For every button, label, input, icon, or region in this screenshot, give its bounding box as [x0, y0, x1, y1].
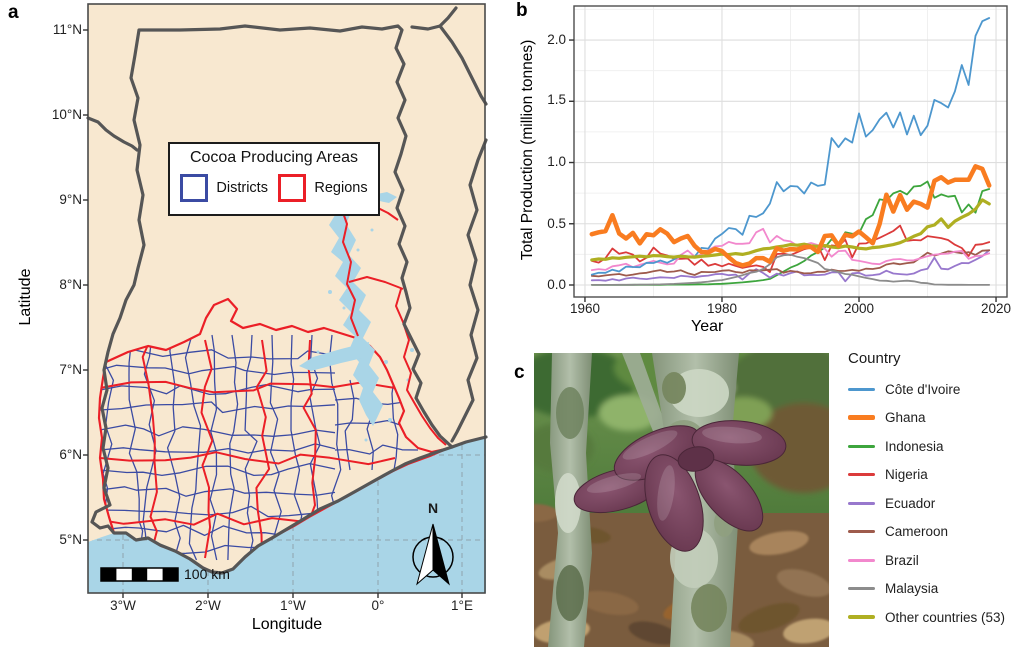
- map-ytick-5N: 5°N: [59, 532, 82, 547]
- regions-swatch: [278, 174, 307, 202]
- indonesia-swatch: [848, 444, 875, 448]
- map-xtick-3W: 3°W: [110, 598, 136, 613]
- panel-a-label: a: [8, 2, 19, 23]
- scale-bar: [100, 567, 179, 582]
- brazil-swatch: [848, 558, 875, 562]
- legend-label: Ecuador: [885, 495, 936, 511]
- regions-label: Regions: [314, 180, 368, 196]
- chart-legend-title: Country: [848, 350, 901, 367]
- districts-swatch: [180, 174, 209, 202]
- map-xtick-1E: 1°E: [451, 598, 473, 613]
- map-legend-title: Cocoa Producing Areas: [189, 149, 359, 166]
- scale-bar-label: 100 km: [184, 566, 230, 582]
- map-xtick-1W: 1°W: [280, 598, 306, 613]
- legend-item-cameroon: Cameroon: [848, 523, 1024, 541]
- cote-divoire-swatch: [848, 387, 875, 391]
- nigeria-swatch: [848, 473, 875, 476]
- chart-ytick-15: 1.5: [547, 92, 566, 107]
- map-legend: Cocoa Producing Areas Districts Regions: [168, 142, 380, 216]
- map-ylabel: Latitude: [17, 268, 34, 326]
- production-chart: [569, 5, 1008, 302]
- legend-label: Côte d'Ivoire: [885, 381, 961, 397]
- districts-label: Districts: [216, 180, 268, 196]
- map-xlabel: Longitude: [251, 616, 323, 633]
- legend-item-malaysia: Malaysia: [848, 580, 1024, 598]
- chart-frame: [573, 5, 1008, 298]
- chart-xtick-1980: 1980: [706, 301, 738, 316]
- chart-xtick-2020: 2020: [980, 301, 1012, 316]
- north-label: N: [427, 500, 439, 516]
- legend-item-indonesia: Indonesia: [848, 437, 1024, 455]
- map-sea: [88, 437, 486, 593]
- map-axis-ticks: [83, 29, 463, 598]
- legend-label: Malaysia: [885, 581, 939, 596]
- cocoa-producing-areas-layer: [97, 297, 448, 575]
- country-borders: [86, 6, 488, 575]
- chart-xlabel: Year: [691, 318, 724, 335]
- cocoa-pods-photo: [534, 353, 829, 647]
- cameroon-swatch: [848, 530, 875, 533]
- legend-item-other-countries: Other countries (53): [848, 608, 1024, 626]
- legend-label: Ghana: [885, 410, 926, 425]
- chart-ytick-10: 1.0: [547, 154, 566, 169]
- map-frame: [87, 3, 486, 594]
- map-ytick-7N: 7°N: [59, 362, 82, 377]
- chart-ytick-20: 2.0: [547, 32, 566, 47]
- legend-label: Brazil: [885, 552, 919, 568]
- ghana-swatch: [848, 415, 875, 420]
- map-ytick-6N: 6°N: [59, 447, 82, 462]
- panel-c-label: c: [514, 362, 525, 383]
- other-countries-swatch: [848, 615, 875, 619]
- ecuador-swatch: [848, 501, 875, 505]
- map-xtick-0: 0°: [371, 598, 385, 613]
- malaysia-swatch: [848, 587, 875, 590]
- legend-item-brazil: Brazil: [848, 551, 1024, 569]
- map-legend-item-regions: Regions: [278, 174, 368, 202]
- chart-ytick-05: 0.5: [547, 216, 566, 231]
- chart-legend: Country Côte d'Ivoire Ghana Indonesia Ni…: [848, 350, 1024, 637]
- chart-ylabel: Total Production (million tonnes): [519, 39, 536, 261]
- panel-b-label: b: [516, 0, 528, 21]
- legend-label: Nigeria: [885, 467, 928, 482]
- ghana-map: [83, 3, 488, 598]
- legend-item-nigeria: Nigeria: [848, 466, 1024, 484]
- chart-ytick-0: 0.0: [547, 277, 566, 292]
- map-ytick-8N: 8°N: [59, 277, 82, 292]
- legend-item-ghana: Ghana: [848, 409, 1024, 427]
- chart-xtick-1960: 1960: [569, 301, 601, 316]
- lake-volta: [299, 192, 414, 442]
- map-ytick-9N: 9°N: [59, 192, 82, 207]
- legend-item-ecuador: Ecuador: [848, 494, 1024, 512]
- map-xtick-2W: 2°W: [195, 598, 221, 613]
- north-arrow-icon: [412, 523, 454, 586]
- legend-label: Cameroon: [885, 524, 949, 539]
- map-ytick-10N: 10°N: [51, 107, 82, 122]
- chart-axis-ticks: [569, 39, 997, 302]
- legend-item-cote-divoire: Côte d'Ivoire: [848, 380, 1024, 398]
- map-ytick-11N: 11°N: [52, 22, 82, 37]
- legend-label: Other countries (53): [885, 609, 1006, 625]
- chart-series-lines: [589, 17, 992, 286]
- legend-label: Indonesia: [885, 438, 944, 454]
- map-legend-item-districts: Districts: [180, 174, 268, 202]
- chart-xtick-2000: 2000: [843, 301, 875, 316]
